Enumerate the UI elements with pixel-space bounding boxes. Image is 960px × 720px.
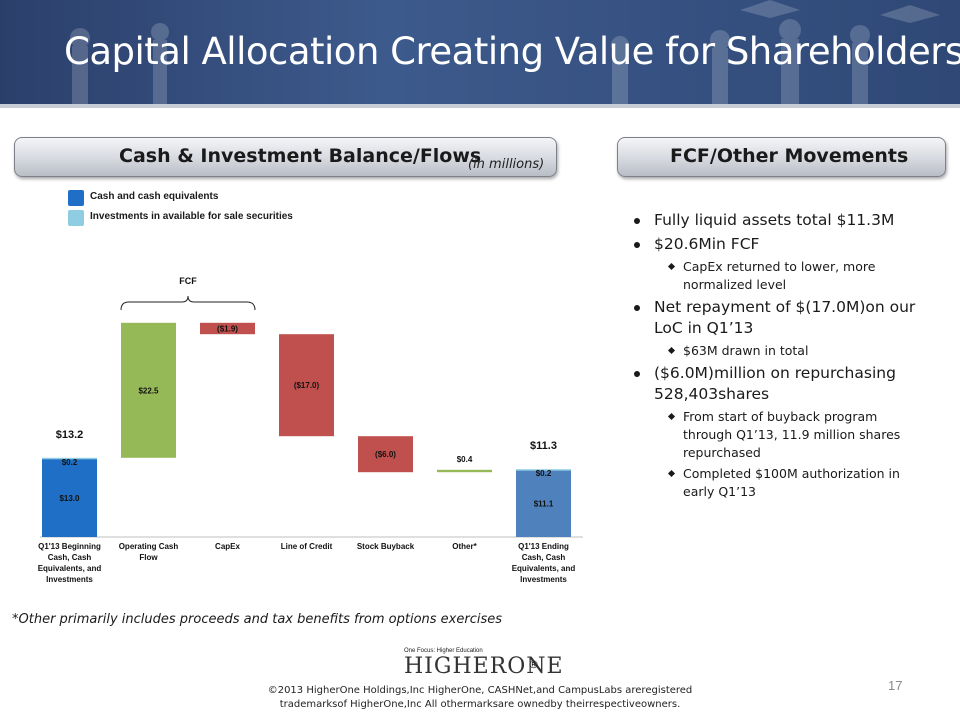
data-label-cash: $11.1 [534,500,554,509]
copyright-notice: ©2013 HigherOne Holdings,Inc HigherOne, … [150,684,810,712]
registered-mark: ® [528,658,539,671]
legend-swatch-cash [68,190,84,206]
bullet-text: Net repayment of $(17.0M)on our LoC in Q… [654,298,916,337]
sub-bullet-text: CapEx returned to lower, more normalized… [683,259,876,292]
higherone-logo: One Focus: Higher Education HIGHERONE ® [404,648,563,682]
bullet-item: ($6.0M)million on repurchasing 528,403sh… [630,363,930,405]
diamond-bullet-icon [667,262,676,271]
category-label: Stock Buyback [357,542,415,551]
title-banner: Capital Allocation Creating Value for Sh… [0,0,960,105]
diamond-bullet-icon [667,469,676,478]
logo-tagline: One Focus: Higher Education [404,648,483,654]
bullet-text: Fully liquid assets total $11.3M [654,211,895,229]
bullet-dot-icon [634,242,640,248]
fcf-bracket [120,295,256,311]
category-label: Line of Credit [281,542,333,551]
bar-total-investments [42,457,97,460]
bar-change [358,436,413,473]
bullet-item: Net repayment of $(17.0M)on our LoC in Q… [630,297,930,339]
sub-bullet-text: $63M drawn in total [683,343,809,358]
data-label-change: ($6.0) [375,450,396,459]
bullet-dot-icon [634,305,640,311]
bar-total-investments [516,469,571,471]
data-label-change: $0.4 [457,455,473,464]
copyright-line-2: trademarksof HigherOne,Inc All othermark… [279,699,681,710]
footnote: *Other primarily includes proceeds and t… [12,612,503,627]
right-panel-heading-text: FCF/Other Movements [670,145,909,167]
data-label-change: $22.5 [138,386,159,395]
data-label-cash: $13.0 [59,494,80,503]
left-panel-heading: Cash & Investment Balance/Flows [14,137,557,177]
bullet-text: $20.6Min FCF [654,235,760,253]
copyright-line-1: ©2013 HigherOne Holdings,Inc HigherOne, … [267,685,693,696]
category-label: Investments [46,575,93,584]
diamond-bullet-icon [667,412,676,421]
bar-total-cash [42,459,97,537]
bullet-dot-icon [634,371,640,377]
bar-change [200,322,255,335]
data-label-change: ($17.0) [294,381,320,390]
logo-wordmark: HIGHERONE [404,654,564,679]
category-label: Operating Cash [119,542,179,551]
sub-bullet-item: $63M drawn in total [630,342,930,360]
slide-title: Capital Allocation Creating Value for Sh… [64,30,960,73]
bar-change [121,322,176,458]
data-label-change: ($1.9) [217,325,238,334]
bar-change [279,334,334,437]
bar-change [437,469,492,473]
sub-bullet-text: Completed $100M authorization in early Q… [683,466,900,499]
category-label: Q1'13 Beginning [38,542,101,551]
bullet-item: $20.6Min FCF [630,234,930,255]
left-panel-heading-text: Cash & Investment Balance/Flows [119,145,482,167]
category-label: Flow [139,553,158,562]
fcf-bracket-label: FCF [179,276,197,286]
category-label: Q1'13 Ending [518,542,569,551]
data-label-total: $13.2 [56,429,84,441]
right-panel-heading: FCF/Other Movements [617,137,946,177]
bullet-item: Fully liquid assets total $11.3M [630,210,930,231]
legend-label-cash: Cash and cash equivalents [90,191,219,202]
legend-label-investments: Investments in available for sale securi… [90,211,293,222]
sub-bullet-item: Completed $100M authorization in early Q… [630,465,930,501]
data-label-investments: $0.2 [62,458,78,467]
sub-bullet-item: CapEx returned to lower, more normalized… [630,258,930,294]
data-label-investments: $0.2 [536,469,552,478]
bar-total-cash [516,470,571,537]
data-label-total: $11.3 [530,440,557,452]
sub-bullet-item: From start of buyback program through Q1… [630,408,930,462]
legend-swatch-investments [68,210,84,226]
category-label: Investments [520,575,567,584]
fcf-bullet-list: Fully liquid assets total $11.3M $20.6Min… [630,210,930,504]
category-label: Cash, Cash [48,553,92,562]
page-number: 17 [888,678,903,693]
banner-divider [0,104,960,108]
graduates-silhouette-decoration [70,0,940,105]
category-label: Equivalents, and [38,564,102,573]
unit-note: (in millions) [468,157,545,172]
bullet-text: ($6.0M)million on repurchasing 528,403sh… [654,364,896,403]
diamond-bullet-icon [667,346,676,355]
category-label: CapEx [215,542,240,551]
category-label: Cash, Cash [522,553,566,562]
bullet-dot-icon [634,218,640,224]
category-label: Equivalents, and [512,564,576,573]
category-label: Other* [452,542,477,551]
sub-bullet-text: From start of buyback program through Q1… [683,409,901,460]
